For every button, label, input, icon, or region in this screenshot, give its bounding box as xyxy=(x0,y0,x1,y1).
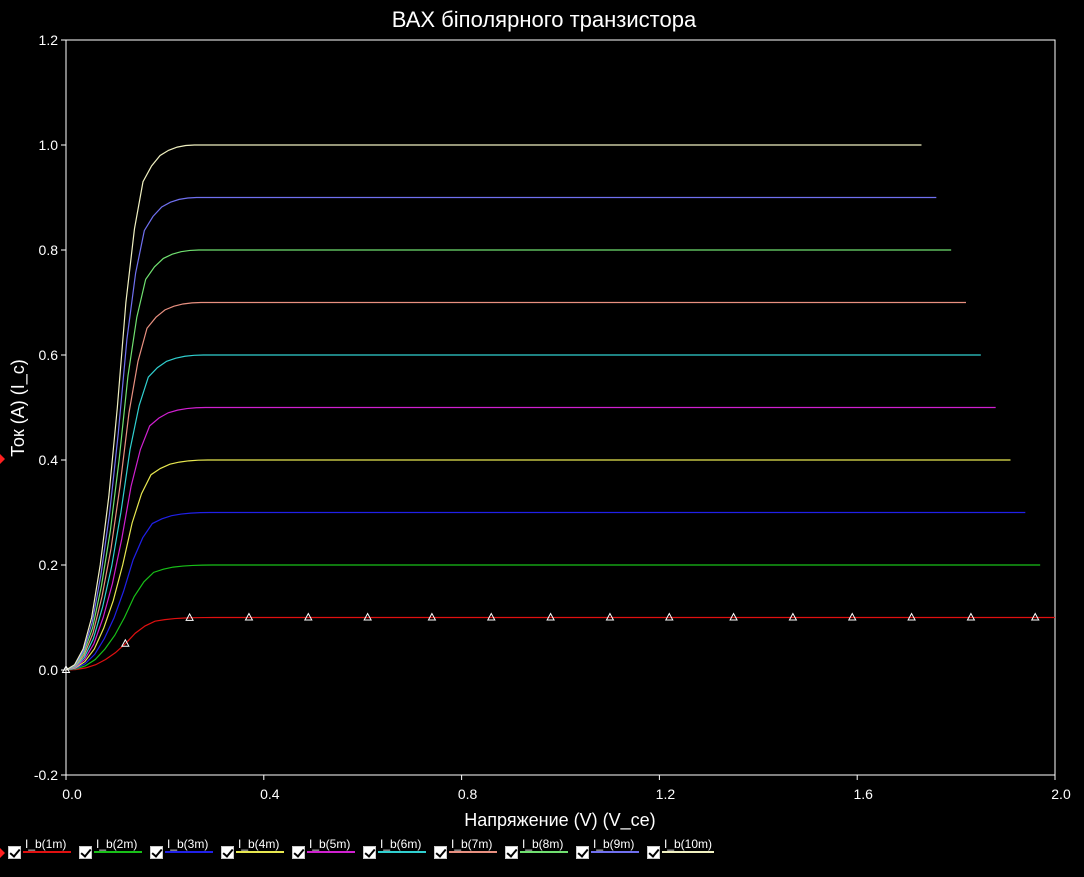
x-tick-label: 1.6 xyxy=(853,786,873,802)
data-point-marker xyxy=(1030,612,1040,621)
legend-label: I_b(9m) xyxy=(591,837,639,853)
series-line-9 xyxy=(65,196,937,671)
series-line-1 xyxy=(65,616,1055,671)
data-point-marker xyxy=(61,664,71,673)
plot-frame xyxy=(65,39,1056,776)
x-tick-label: 1.2 xyxy=(656,786,676,802)
x-axis-label: Напряжение (V) (V_ce) xyxy=(464,810,655,831)
y-axis: -0.2 0.0 0.2 0.4 0.6 0.8 1.0 1.2 xyxy=(34,32,66,783)
marker-layer xyxy=(61,612,1040,673)
data-point-marker xyxy=(363,612,372,621)
legend-item[interactable]: I_b(2m) xyxy=(79,837,142,861)
legend-item[interactable]: I_b(3m) xyxy=(150,837,213,861)
x-tick-label: 0.4 xyxy=(260,786,280,802)
y-tick-label: 0.6 xyxy=(39,347,59,363)
y-tick-label: 0.4 xyxy=(39,452,59,468)
legend-cursor-marker[interactable] xyxy=(0,848,5,858)
y-tick-label: 1.2 xyxy=(39,32,59,48)
series-line-3 xyxy=(65,511,1026,671)
series-line-6 xyxy=(65,354,981,671)
data-point-marker xyxy=(427,612,437,621)
data-point-marker xyxy=(303,612,313,621)
data-point-marker xyxy=(185,612,194,621)
legend-checkbox[interactable] xyxy=(79,846,92,859)
legend-checkbox[interactable] xyxy=(434,846,447,859)
legend-checkbox[interactable] xyxy=(292,846,305,859)
series-line-5 xyxy=(65,406,996,671)
legend-checkbox[interactable] xyxy=(505,846,518,859)
legend-item[interactable]: I_b(6m) xyxy=(363,837,426,861)
legend-label: I_b(3m) xyxy=(165,837,213,853)
x-tick-label: 0.0 xyxy=(62,786,82,802)
legend-label: I_b(2m) xyxy=(94,837,142,853)
series-layer xyxy=(65,144,1055,671)
legend-label: I_b(10m) xyxy=(662,837,715,853)
legend-checkbox[interactable] xyxy=(363,846,376,859)
data-point-marker xyxy=(486,612,496,621)
data-point-marker xyxy=(546,612,555,621)
legend-item[interactable]: I_b(10m) xyxy=(647,837,715,861)
x-tick-label: 2.0 xyxy=(1051,786,1071,802)
legend-checkbox[interactable] xyxy=(150,846,163,859)
data-point-marker xyxy=(605,612,615,621)
series-line-10 xyxy=(65,144,922,671)
chart-title: ВАХ біполярного транзистора xyxy=(392,7,697,32)
data-point-marker xyxy=(244,612,254,621)
legend-label: I_b(4m) xyxy=(236,837,284,853)
legend-label: I_b(1m) xyxy=(23,837,71,853)
legend-item[interactable]: I_b(8m) xyxy=(505,837,568,861)
legend-checkbox[interactable] xyxy=(221,846,234,859)
legend-checkbox[interactable] xyxy=(576,846,589,859)
x-axis: 0.0 0.4 0.8 1.2 1.6 2.0 xyxy=(62,775,1071,802)
legend-label: I_b(5m) xyxy=(307,837,355,853)
data-point-marker xyxy=(788,612,798,621)
data-point-marker xyxy=(966,612,976,621)
legend-item[interactable]: I_b(1m) xyxy=(8,837,71,861)
y-axis-label: Ток (A) (I_c) xyxy=(8,359,29,456)
data-point-marker xyxy=(121,638,130,647)
y-tick-label: 1.0 xyxy=(39,137,59,153)
legend-checkbox[interactable] xyxy=(647,846,660,859)
data-point-marker xyxy=(847,612,857,621)
y-tick-label: 0.2 xyxy=(39,557,59,573)
axis-cursor-marker[interactable] xyxy=(0,454,5,464)
legend-label: I_b(6m) xyxy=(378,837,426,853)
legend-item[interactable]: I_b(4m) xyxy=(221,837,284,861)
legend-item[interactable]: I_b(7m) xyxy=(434,837,497,861)
data-point-marker xyxy=(907,612,916,621)
series-line-8 xyxy=(65,249,952,671)
legend-label: I_b(8m) xyxy=(520,837,568,853)
series-line-7 xyxy=(65,301,966,671)
legend: I_b(1m) I_b(2m) I_b(3m) I_b(4m) I_b(5m) I_b(6… xyxy=(8,836,722,862)
series-line-4 xyxy=(65,459,1011,671)
y-tick-label: 0.0 xyxy=(39,662,59,678)
legend-item[interactable]: I_b(9m) xyxy=(576,837,639,861)
y-tick-label: -0.2 xyxy=(34,767,58,783)
legend-checkbox[interactable] xyxy=(8,846,21,859)
data-point-marker xyxy=(664,612,674,621)
legend-label: I_b(7m) xyxy=(449,837,497,853)
series-line-2 xyxy=(65,564,1041,671)
y-tick-label: 0.8 xyxy=(39,242,59,258)
legend-item[interactable]: I_b(5m) xyxy=(292,837,355,861)
x-tick-label: 0.8 xyxy=(458,786,478,802)
data-point-marker xyxy=(729,612,738,621)
